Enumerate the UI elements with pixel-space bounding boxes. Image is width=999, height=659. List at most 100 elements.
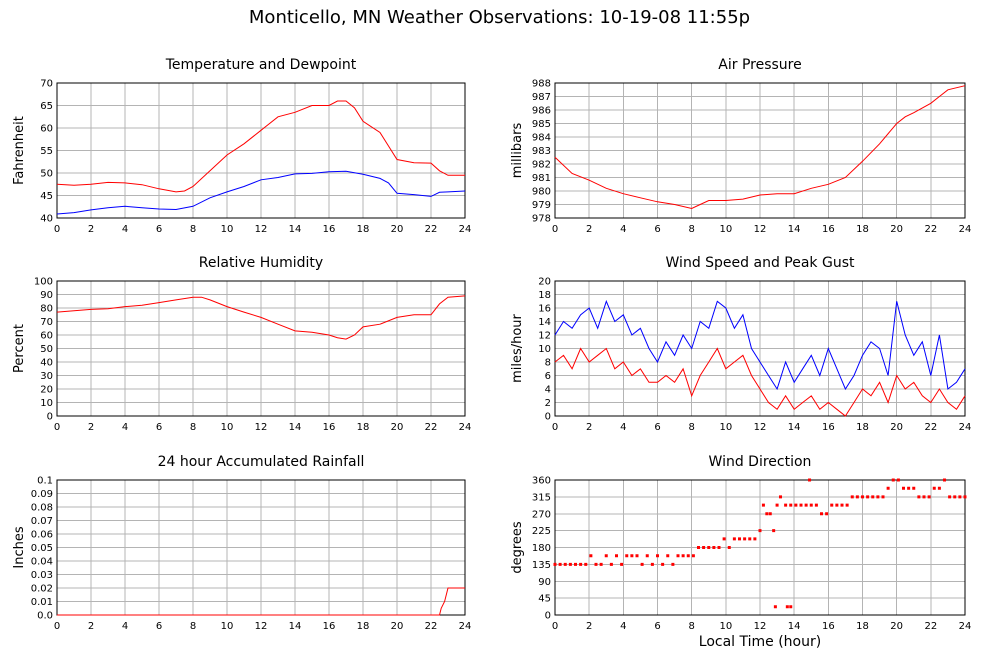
x-tick-label: 10 bbox=[719, 422, 732, 433]
x-tick-label: 10 bbox=[719, 224, 732, 235]
data-point bbox=[799, 503, 803, 507]
data-point bbox=[937, 486, 941, 490]
data-point bbox=[589, 554, 593, 558]
y-tick-label: 360 bbox=[532, 476, 551, 487]
data-point bbox=[808, 478, 812, 482]
data-point bbox=[666, 554, 670, 558]
data-point bbox=[963, 495, 967, 499]
x-tick-label: 24 bbox=[959, 621, 972, 632]
data-point bbox=[886, 486, 890, 490]
series-line-0 bbox=[554, 299, 966, 391]
x-tick-label: 10 bbox=[221, 224, 234, 235]
plot-border bbox=[56, 82, 466, 219]
y-tick-label: 40 bbox=[40, 214, 53, 225]
y-tick-label: 980 bbox=[532, 187, 551, 198]
data-point bbox=[794, 503, 798, 507]
y-tick-label: 14 bbox=[538, 317, 551, 328]
x-tick-label: 4 bbox=[122, 422, 128, 433]
data-point bbox=[748, 537, 752, 541]
x-tick-label: 18 bbox=[856, 621, 869, 632]
plot-border bbox=[554, 280, 966, 417]
y-tick-label: 45 bbox=[40, 191, 53, 202]
chart-title: Temperature and Dewpoint bbox=[165, 57, 357, 73]
data-point bbox=[943, 478, 946, 482]
x-tick-label: 8 bbox=[190, 422, 196, 433]
chart-title: Relative Humidity bbox=[199, 255, 323, 271]
x-tick-label: 0 bbox=[552, 422, 558, 433]
data-point bbox=[599, 562, 603, 566]
series-line-0 bbox=[554, 85, 966, 210]
data-point bbox=[773, 605, 777, 609]
y-axis-label: Fahrenheit bbox=[12, 116, 27, 185]
y-tick-label: 80 bbox=[40, 304, 53, 315]
x-tick-label: 24 bbox=[459, 422, 472, 433]
data-point bbox=[932, 486, 936, 490]
y-tick-label: 987 bbox=[532, 92, 551, 103]
x-tick-label: 14 bbox=[788, 422, 801, 433]
data-point bbox=[912, 486, 916, 490]
x-tick-label: 14 bbox=[788, 224, 801, 235]
data-point bbox=[707, 546, 711, 549]
x-tick-label: 4 bbox=[620, 224, 626, 235]
x-tick-label: 0 bbox=[54, 422, 60, 433]
data-point bbox=[876, 495, 880, 499]
data-point bbox=[772, 529, 776, 533]
y-tick-label: 20 bbox=[538, 277, 551, 288]
data-point bbox=[825, 512, 829, 516]
x-tick-label: 2 bbox=[88, 422, 94, 433]
x-tick-label: 18 bbox=[856, 422, 869, 433]
data-point bbox=[789, 503, 793, 507]
x-tick-label: 8 bbox=[190, 224, 196, 235]
data-point bbox=[676, 554, 680, 558]
y-tick-label: 225 bbox=[532, 526, 551, 537]
data-point bbox=[784, 503, 788, 507]
y-axis-label: degrees bbox=[510, 521, 525, 574]
x-tick-label: 16 bbox=[323, 621, 336, 632]
data-point bbox=[902, 486, 905, 490]
x-tick-label: 12 bbox=[255, 224, 268, 235]
data-point bbox=[896, 478, 900, 482]
data-point bbox=[927, 495, 931, 499]
x-tick-label: 8 bbox=[688, 224, 694, 235]
y-tick-label: 979 bbox=[532, 200, 551, 211]
data-point bbox=[563, 562, 567, 566]
y-tick-label: 100 bbox=[34, 277, 53, 288]
y-tick-label: 55 bbox=[40, 146, 53, 157]
y-tick-label: 40 bbox=[40, 358, 53, 369]
data-point bbox=[686, 554, 690, 558]
y-tick-label: 30 bbox=[40, 371, 53, 382]
x-tick-label: 12 bbox=[754, 224, 767, 235]
x-tick-label: 14 bbox=[289, 224, 302, 235]
data-point bbox=[891, 478, 895, 482]
plot-border bbox=[554, 479, 966, 616]
data-point bbox=[645, 554, 649, 558]
y-tick-label: 20 bbox=[40, 385, 53, 396]
data-point bbox=[917, 495, 921, 499]
x-tick-label: 2 bbox=[88, 224, 94, 235]
data-point bbox=[553, 562, 557, 566]
data-point bbox=[625, 554, 629, 558]
x-tick-label: 0 bbox=[552, 224, 558, 235]
data-point bbox=[640, 562, 644, 566]
data-point bbox=[958, 495, 962, 499]
data-point bbox=[691, 554, 695, 558]
data-point bbox=[635, 554, 639, 558]
x-tick-label: 20 bbox=[890, 621, 903, 632]
data-point bbox=[768, 512, 772, 516]
x-tick-label: 22 bbox=[425, 621, 438, 632]
x-tick-label: 8 bbox=[688, 621, 694, 632]
x-tick-label: 16 bbox=[822, 621, 835, 632]
data-point bbox=[568, 562, 572, 566]
y-tick-label: 315 bbox=[532, 492, 551, 503]
series-line-1 bbox=[554, 347, 966, 417]
data-point bbox=[584, 562, 588, 566]
y-tick-label: 0.0 bbox=[37, 611, 53, 622]
y-tick-label: 0.06 bbox=[31, 530, 53, 541]
x-tick-label: 20 bbox=[391, 422, 404, 433]
y-tick-label: 988 bbox=[532, 79, 551, 90]
data-point bbox=[907, 486, 911, 490]
y-tick-label: 986 bbox=[532, 106, 551, 117]
